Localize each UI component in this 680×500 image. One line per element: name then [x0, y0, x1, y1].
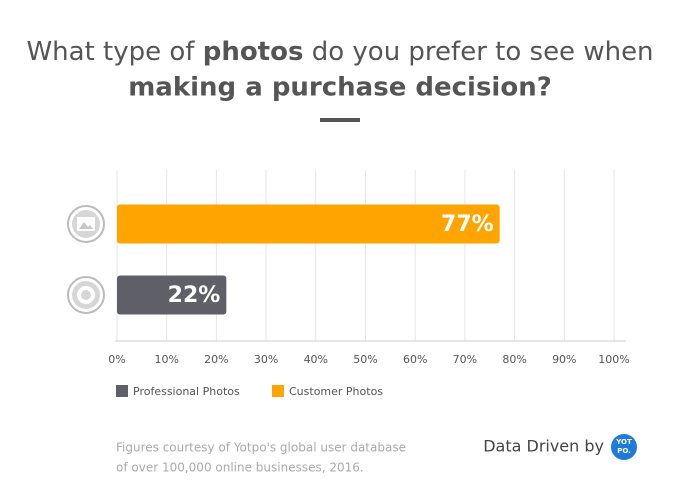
- x-tick-label: 50%: [353, 353, 377, 366]
- x-tick-label: 100%: [598, 353, 629, 366]
- bar: [117, 204, 500, 244]
- icon-aperture: [67, 276, 105, 314]
- x-tick-label: 40%: [304, 353, 328, 366]
- value-label: 77%: [441, 212, 494, 237]
- x-tick-label: 10%: [154, 353, 178, 366]
- logo-text: YOT: [615, 438, 632, 446]
- legend-label: Professional Photos: [133, 385, 240, 398]
- x-tick-label: 0%: [108, 353, 125, 366]
- legend-swatch: [272, 385, 284, 397]
- logo-text: PO.: [617, 447, 631, 455]
- value-label: 22%: [168, 283, 221, 308]
- x-tick-label: 30%: [254, 353, 278, 366]
- x-tick-label: 70%: [453, 353, 477, 366]
- chart-title-line-2: making a purchase decision?: [128, 73, 552, 103]
- x-tick-label: 60%: [403, 353, 427, 366]
- x-tick-label: 80%: [502, 353, 526, 366]
- x-tick-label: 20%: [204, 353, 228, 366]
- bar: [117, 275, 227, 315]
- footnote: Figures courtesy of Yotpo's global user …: [116, 441, 406, 455]
- legend-label: Customer Photos: [289, 385, 383, 398]
- x-tick-label: 90%: [552, 353, 576, 366]
- footnote: of over 100,000 online businesses, 2016.: [116, 461, 364, 475]
- logo: [611, 434, 637, 460]
- icon-image: [67, 205, 105, 243]
- chart-title-line-1: What type of photos do you prefer to see…: [26, 37, 653, 67]
- branding-text: Data Driven by: [483, 437, 604, 456]
- legend-swatch: [116, 385, 128, 397]
- title-part: photos: [203, 37, 304, 67]
- title-underline: [320, 118, 360, 122]
- title-part: What type of: [26, 37, 202, 67]
- title-part: do you prefer to see when: [303, 37, 653, 67]
